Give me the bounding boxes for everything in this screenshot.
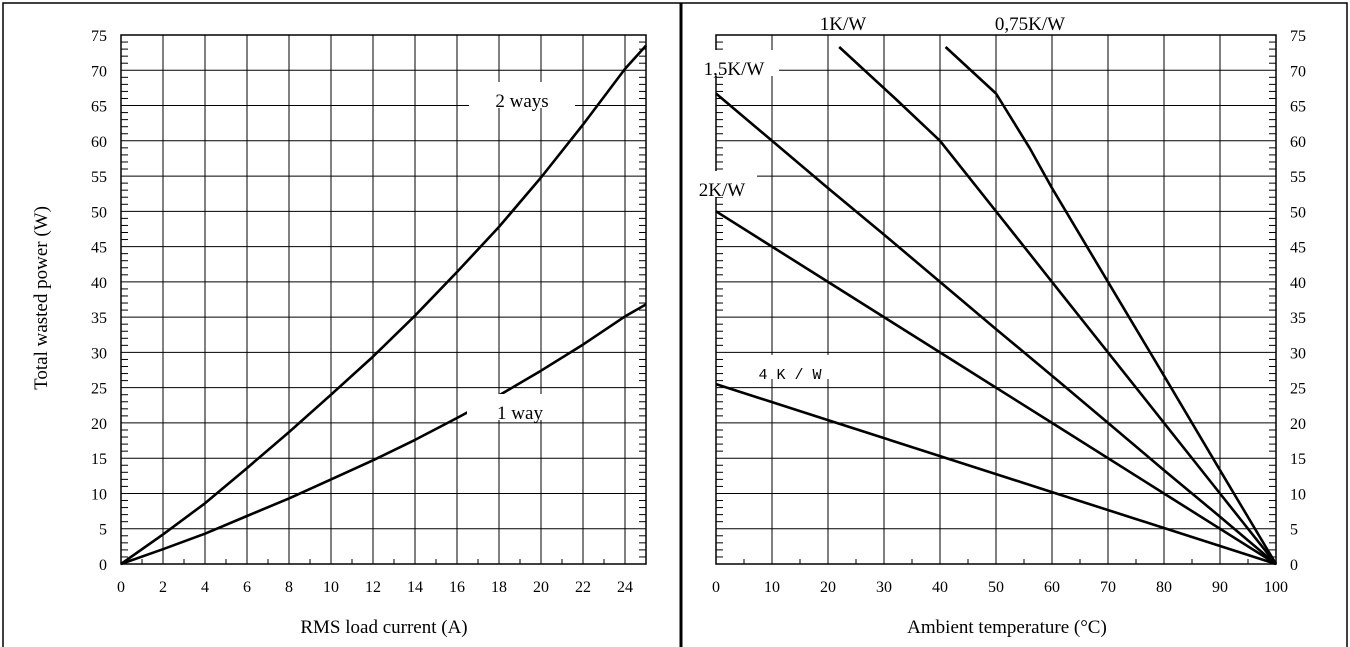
right-x-axis-title: Ambient temperature (°C) (907, 617, 1107, 638)
x-tick-label: 14 (407, 579, 423, 596)
y-tick-label: 25 (91, 381, 107, 398)
x-tick-label: 80 (1156, 579, 1172, 596)
y-tick-label: 30 (91, 345, 107, 362)
series-label-bg (469, 82, 575, 108)
x-tick-label: 0 (117, 579, 125, 596)
x-tick-label: 18 (491, 579, 507, 596)
series-label-bg (942, 5, 1118, 31)
y-tick-label: 40 (91, 275, 107, 292)
series-label: 4 K / W (758, 367, 821, 384)
y-tick-label: 15 (1290, 451, 1306, 468)
y-tick-label: 55 (91, 169, 107, 186)
y-tick-label: 5 (99, 522, 107, 539)
series-label: 0,75K/W (995, 14, 1065, 35)
series-line (715, 382, 1277, 566)
x-tick-label: 50 (988, 579, 1004, 596)
series-line (715, 210, 1277, 566)
y-tick-label: 70 (91, 63, 107, 80)
x-tick-label: 6 (243, 579, 251, 596)
x-tick-label: 2 (159, 579, 167, 596)
y-tick-label: 20 (1290, 416, 1306, 433)
x-tick-label: 0 (712, 579, 720, 596)
x-tick-label: 40 (932, 579, 948, 596)
y-tick-label: 45 (1290, 240, 1306, 257)
series-line (120, 44, 647, 566)
series-line (944, 46, 1278, 565)
y-tick-label: 60 (91, 134, 107, 151)
series-label: 1,5K/W (704, 59, 765, 80)
x-tick-label: 60 (1044, 579, 1060, 596)
x-tick-label: 4 (201, 579, 209, 596)
y-tick-label: 45 (91, 240, 107, 257)
x-tick-label: 8 (285, 579, 293, 596)
y-tick-label: 75 (91, 28, 107, 45)
x-tick-label: 10 (764, 579, 780, 596)
series-line (715, 92, 1277, 565)
x-tick-label: 100 (1264, 579, 1288, 596)
y-tick-label: 15 (91, 451, 107, 468)
y-tick-label: 65 (1290, 99, 1306, 116)
x-tick-label: 30 (876, 579, 892, 596)
y-tick-label: 35 (1290, 310, 1306, 327)
x-tick-label: 10 (323, 579, 339, 596)
x-tick-label: 24 (617, 579, 633, 596)
y-tick-label: 50 (91, 204, 107, 221)
y-tick-label: 60 (1290, 134, 1306, 151)
left-x-axis-title: RMS load current (A) (300, 617, 467, 638)
left-chart: 0 2 4 6 8 10 12 14 16 18 20 22 240510152025303540455… (91, 28, 647, 596)
x-tick-label: 20 (820, 579, 836, 596)
series-label-bg (742, 355, 838, 379)
series-label-bg (467, 394, 573, 420)
y-tick-label: 10 (1290, 486, 1306, 503)
y-tick-label: 25 (1290, 381, 1306, 398)
series-label-bg (689, 50, 779, 76)
plot-frame (120, 34, 647, 565)
series-label: 1 way (497, 403, 543, 424)
series-line (838, 46, 1278, 565)
series-label-bg (687, 171, 757, 197)
y-tick-label: 50 (1290, 204, 1306, 221)
right-chart: 0 10 20 30 40 50 60 70 80 90 100051015202530354045… (687, 5, 1306, 596)
y-tick-label: 65 (91, 99, 107, 116)
x-tick-label: 90 (1212, 579, 1228, 596)
x-tick-label: 70 (1100, 579, 1116, 596)
y-tick-label: 10 (91, 486, 107, 503)
y-tick-label: 0 (99, 557, 107, 574)
x-tick-label: 22 (575, 579, 591, 596)
left-y-axis-title: Total wasted power (W) (31, 206, 52, 390)
series-label: 1K/W (820, 14, 867, 35)
x-tick-label: 12 (365, 579, 381, 596)
plot-frame (715, 34, 1277, 565)
y-tick-label: 70 (1290, 63, 1306, 80)
y-tick-label: 20 (91, 416, 107, 433)
series-label: 2K/W (699, 180, 746, 201)
series-label-bg (800, 5, 886, 31)
x-tick-label: 20 (533, 579, 549, 596)
y-tick-label: 0 (1290, 557, 1298, 574)
x-tick-label: 16 (449, 579, 465, 596)
y-tick-label: 35 (91, 310, 107, 327)
y-tick-label: 30 (1290, 345, 1306, 362)
y-tick-label: 55 (1290, 169, 1306, 186)
y-tick-label: 40 (1290, 275, 1306, 292)
series-line (120, 303, 647, 566)
y-tick-label: 75 (1290, 28, 1306, 45)
y-tick-label: 5 (1290, 522, 1298, 539)
series-label: 2 ways (495, 91, 548, 112)
